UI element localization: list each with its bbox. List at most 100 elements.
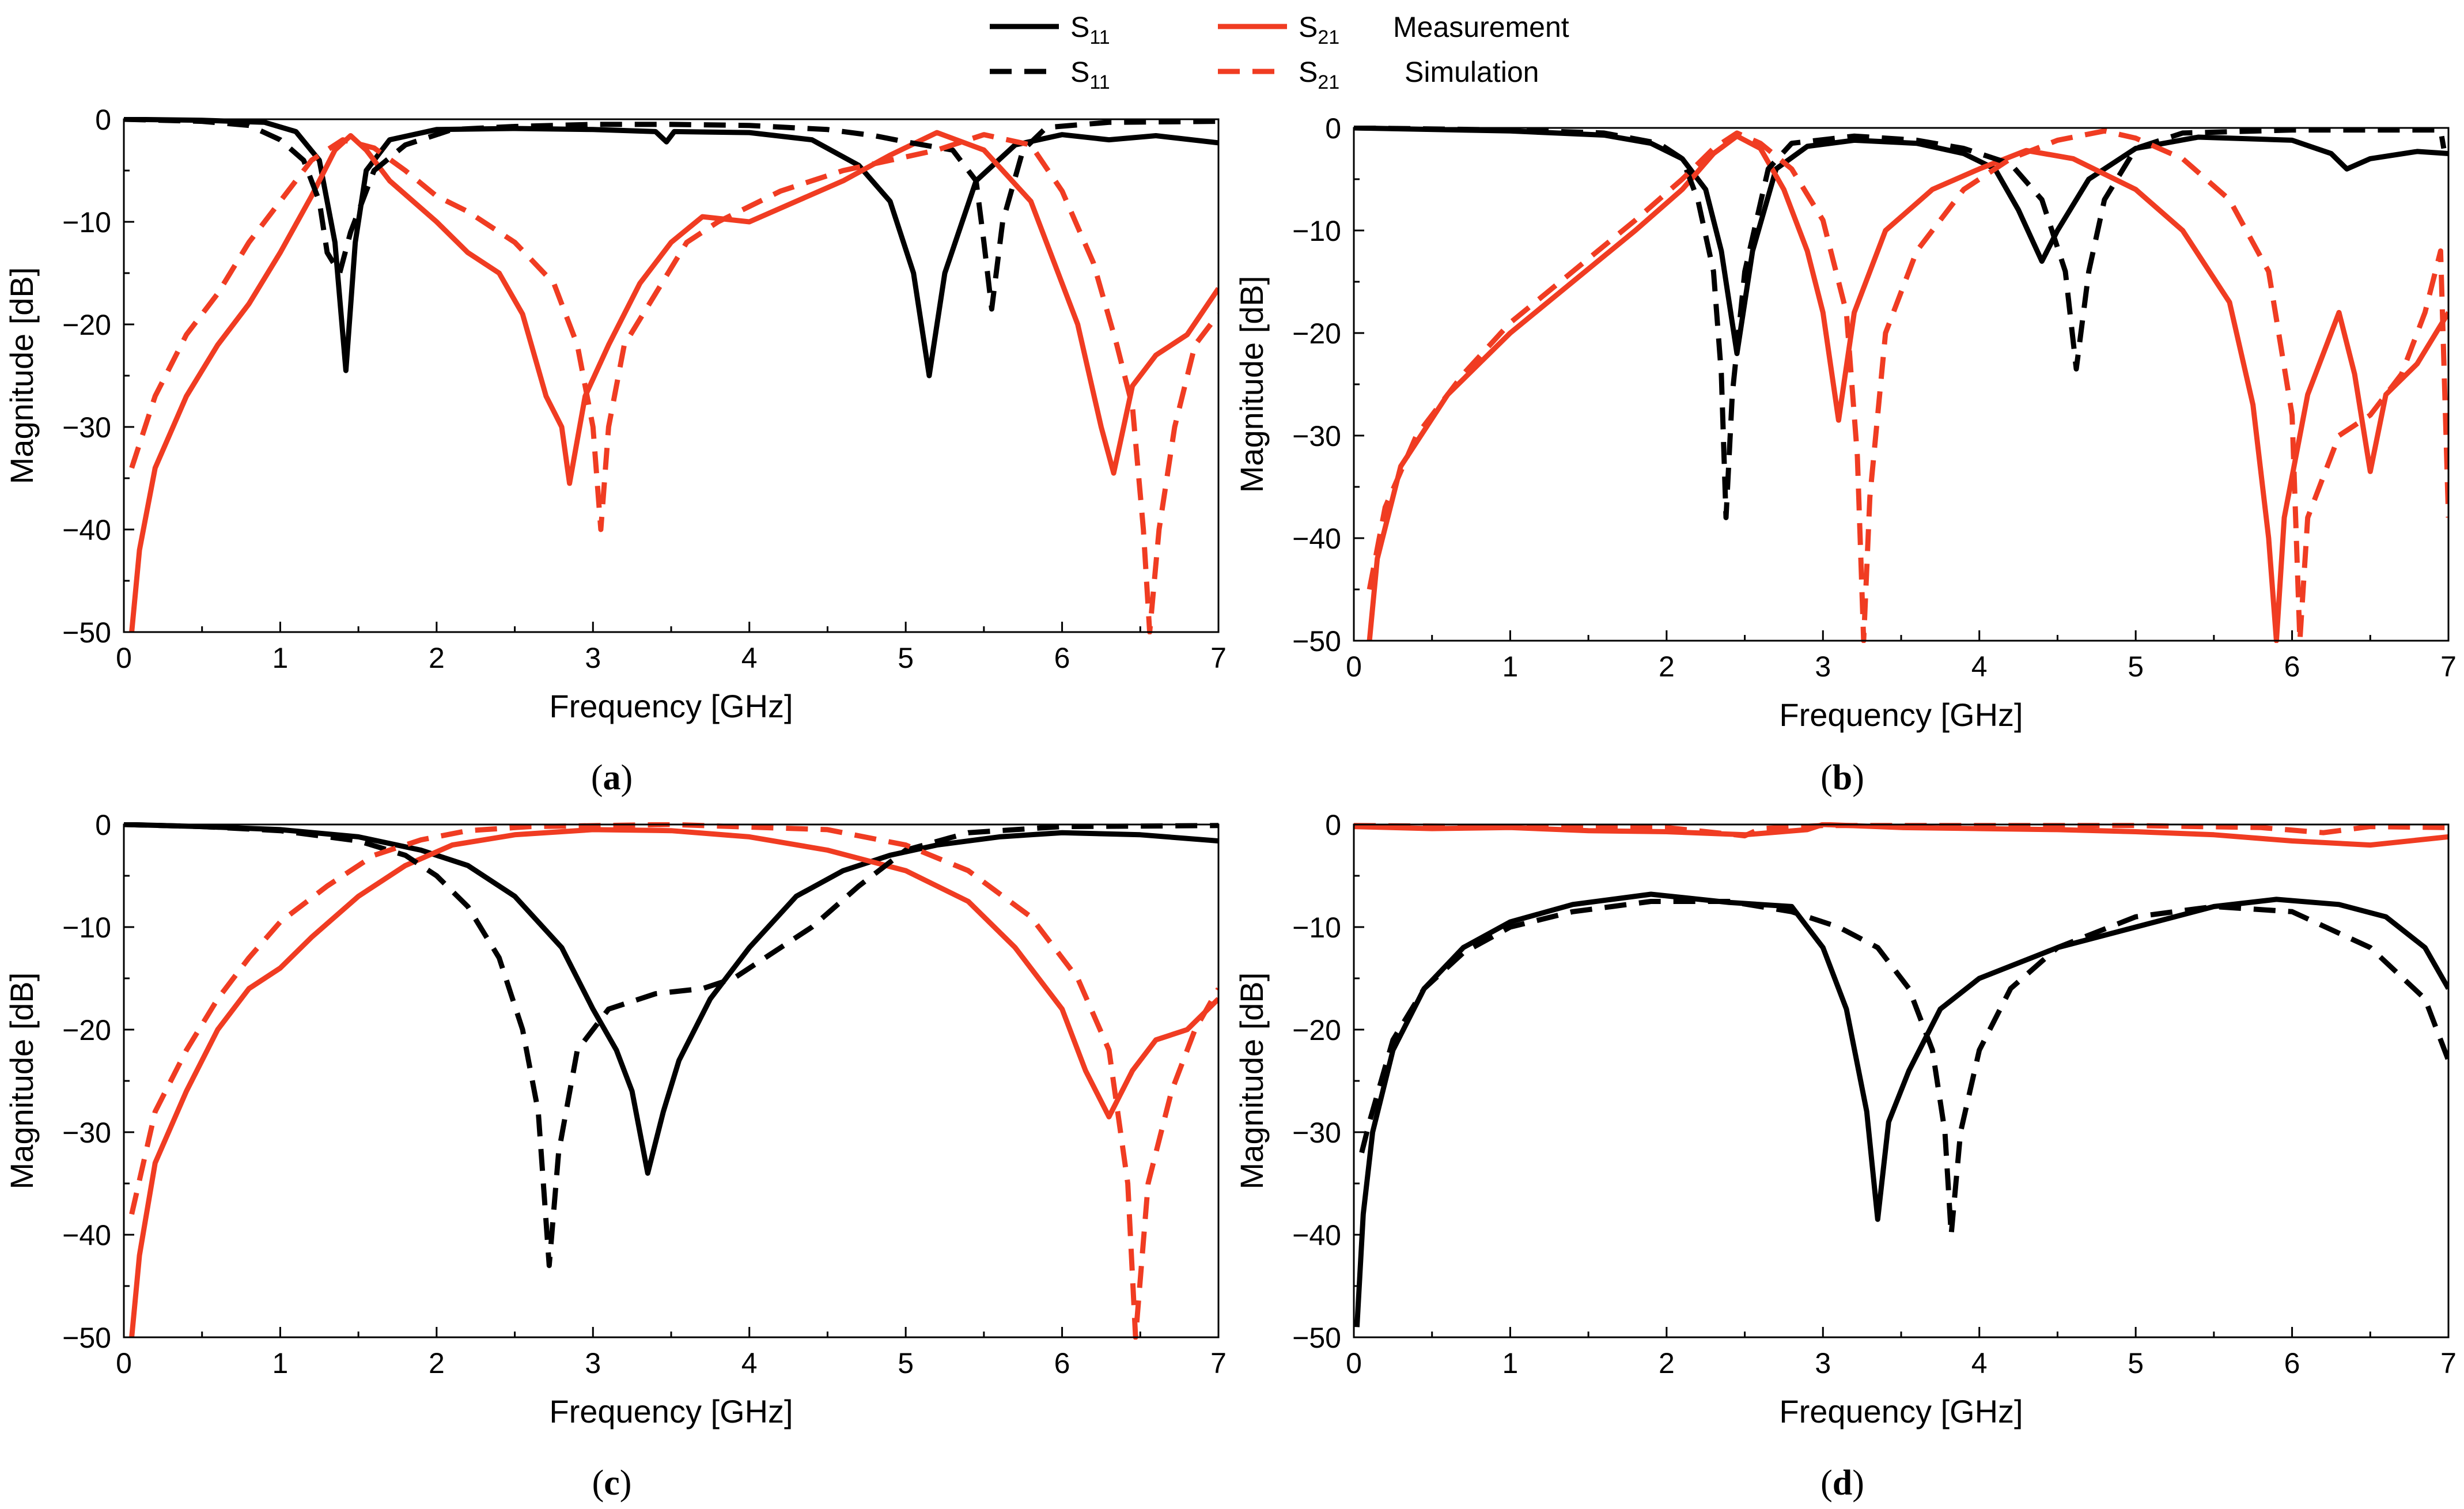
- panel-d: 0 1 2 3 4 5 6 7 0 −10 −20 −30 −40 −50 Frequency [GHz] M…: [1233, 809, 2457, 1429]
- y-tick-label-d: −40: [1292, 1219, 1341, 1251]
- y-tick-label-a: −50: [62, 617, 111, 649]
- x-tick-label-c: 6: [1054, 1347, 1070, 1379]
- x-tick-label-c: 5: [898, 1347, 914, 1379]
- caption-a: (a): [591, 758, 633, 797]
- series-line-c-s11-measurement: [124, 822, 1218, 1176]
- series-line-d-s21-measurement: [1354, 822, 2448, 848]
- series-group-a: [124, 117, 1218, 634]
- y-axis-label-a: Magnitude [dB]: [3, 267, 40, 485]
- x-tick-label-a: 6: [1054, 642, 1070, 674]
- y-tick-label-d: −30: [1292, 1117, 1341, 1149]
- caption-d: (d): [1820, 1463, 1864, 1503]
- panel-b: 0 1 2 3 4 5 6 7 0 −10 −20 −30 −40 −50 Frequency [GHz] M…: [1233, 112, 2457, 733]
- legend: S11 S21 Measurement S11 S21 Simulation: [990, 11, 1569, 93]
- y-tick-label-b: −40: [1292, 523, 1341, 555]
- series-line-c-s21-measurement: [129, 827, 1218, 1338]
- y-tick-label-c: −20: [62, 1014, 111, 1046]
- series-line-b-s21-measurement: [1367, 133, 2448, 643]
- x-tick-label-b: 1: [1502, 651, 1519, 683]
- panel-c: 0 1 2 3 4 5 6 7 0 −10 −20 −30 −40 −50 Frequency [GHz] M…: [3, 809, 1227, 1429]
- series-line-c-s11-simulation: [124, 822, 1218, 1268]
- x-axis-label-d: Frequency [GHz]: [1779, 1393, 2023, 1429]
- y-tick-label-b: −30: [1292, 420, 1341, 452]
- y-tick-label-d: 0: [1325, 809, 1341, 841]
- x-tick-label-c: 3: [585, 1347, 601, 1379]
- x-tick-label-c: 2: [429, 1347, 445, 1379]
- x-tick-label-d: 5: [2128, 1347, 2144, 1379]
- x-tick-label-d: 4: [1971, 1347, 1988, 1379]
- x-tick-label-a: 7: [1210, 642, 1227, 674]
- x-tick-label-d: 7: [2440, 1347, 2457, 1379]
- y-tick-label-a: −30: [62, 411, 111, 444]
- x-tick-label-b: 4: [1971, 651, 1988, 683]
- y-tick-label-a: 0: [95, 104, 111, 136]
- legend-s21-simulation-label: S21: [1299, 56, 1339, 93]
- y-axis-label-c: Magnitude [dB]: [3, 973, 40, 1190]
- caption-c: (c): [592, 1463, 632, 1503]
- y-tick-label-c: −10: [62, 912, 111, 944]
- y-tick-label-b: −10: [1292, 215, 1341, 247]
- x-tick-label-c: 0: [116, 1347, 132, 1379]
- legend-simulation-label: Simulation: [1405, 56, 1539, 88]
- y-tick-label-c: −40: [62, 1219, 111, 1251]
- x-axis-label-c: Frequency [GHz]: [549, 1393, 793, 1429]
- x-tick-label-a: 0: [116, 642, 132, 674]
- series-line-b-s11-measurement: [1354, 126, 2448, 357]
- x-tick-label-d: 1: [1502, 1347, 1519, 1379]
- x-tick-label-b: 6: [2284, 651, 2300, 683]
- plot-frame-a: [123, 118, 1220, 633]
- y-tick-label-a: −20: [62, 309, 111, 341]
- series-line-d-s11-measurement: [1354, 891, 2448, 1328]
- x-tick-label-d: 0: [1346, 1347, 1362, 1379]
- y-axis-label-d: Magnitude [dB]: [1233, 973, 1270, 1190]
- y-tick-label-d: −10: [1292, 912, 1341, 944]
- legend-s11-simulation-label: S11: [1070, 56, 1110, 93]
- plot-frame-b: [1353, 127, 2450, 642]
- series-group-b: [1354, 126, 2448, 643]
- panel-a: 0 1 2 3 4 5 6 7 0 −10 −20 −30 −40 −50 Frequency [GHz] M…: [3, 104, 1227, 724]
- x-axis-label-b: Frequency [GHz]: [1779, 697, 2023, 733]
- series-line-d-s21-simulation: [1354, 823, 2448, 839]
- legend-s21-measurement-label: S21: [1299, 11, 1339, 48]
- y-tick-label-b: −20: [1292, 317, 1341, 350]
- x-tick-label-b: 3: [1815, 651, 1831, 683]
- legend-s11-measurement-label: S11: [1070, 11, 1110, 48]
- series-line-a-s11-simulation: [124, 117, 1218, 312]
- x-tick-label-b: 2: [1659, 651, 1675, 683]
- y-tick-label-d: −20: [1292, 1014, 1341, 1046]
- x-tick-label-a: 3: [585, 642, 601, 674]
- x-tick-label-d: 2: [1659, 1347, 1675, 1379]
- series-line-b-s11-simulation: [1354, 126, 2447, 520]
- y-tick-label-c: 0: [95, 809, 111, 841]
- x-axis-label-a: Frequency [GHz]: [549, 688, 793, 724]
- y-axis-label-b: Magnitude [dB]: [1233, 276, 1270, 493]
- series-group-c: [124, 822, 1218, 1340]
- y-tick-label-a: −10: [62, 206, 111, 239]
- caption-b: (b): [1820, 758, 1864, 797]
- x-tick-label-b: 5: [2128, 651, 2144, 683]
- x-tick-label-c: 1: [272, 1347, 289, 1379]
- x-tick-label-a: 2: [429, 642, 445, 674]
- series-line-c-s21-simulation: [129, 822, 1218, 1340]
- y-tick-label-b: 0: [1325, 112, 1341, 145]
- y-tick-label-c: −30: [62, 1117, 111, 1149]
- y-tick-label-c: −50: [62, 1322, 111, 1354]
- series-line-b-s21-simulation: [1367, 128, 2448, 643]
- y-tick-label-d: −50: [1292, 1322, 1341, 1354]
- x-tick-label-c: 4: [741, 1347, 758, 1379]
- y-tick-label-b: −50: [1292, 625, 1341, 657]
- y-tick-label-a: −40: [62, 514, 111, 546]
- series-line-d-s11-simulation: [1359, 899, 2448, 1238]
- x-tick-label-a: 1: [272, 642, 289, 674]
- x-tick-label-b: 0: [1346, 651, 1362, 683]
- series-line-a-s21-measurement: [129, 130, 1218, 633]
- x-tick-label-b: 7: [2440, 651, 2457, 683]
- x-tick-label-d: 3: [1815, 1347, 1831, 1379]
- series-line-a-s11-measurement: [124, 117, 1218, 379]
- legend-measurement-label: Measurement: [1393, 11, 1569, 43]
- x-tick-label-a: 5: [898, 642, 914, 674]
- x-tick-label-a: 4: [741, 642, 758, 674]
- x-tick-label-d: 6: [2284, 1347, 2300, 1379]
- series-group-d: [1354, 822, 2448, 1328]
